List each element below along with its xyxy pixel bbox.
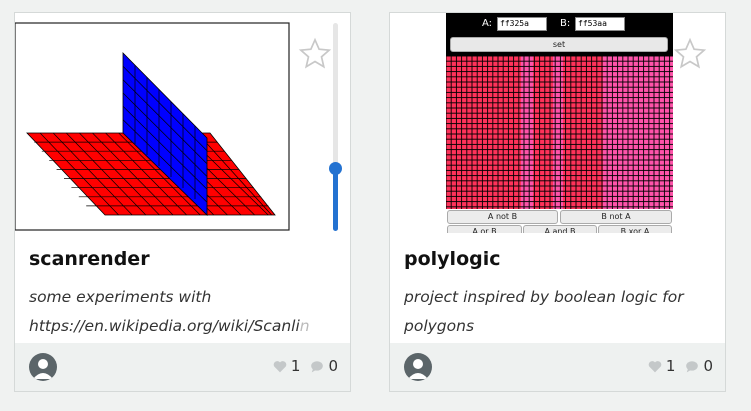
card-stats: 1 0 [273, 357, 338, 375]
a-and-b-button[interactable]: A and B [523, 225, 597, 233]
color-b-input[interactable]: ff53aa [575, 17, 625, 31]
color-a-input[interactable]: ff325a [497, 17, 547, 31]
heart-icon [273, 360, 287, 372]
b-not-a-button[interactable]: B not A [560, 210, 672, 224]
slider-handle[interactable] [329, 162, 342, 175]
comment-count-value: 0 [703, 357, 713, 375]
description-link-text: https://en.wikipedia.org/wiki/Scanli [29, 317, 300, 335]
card-footer: 1 0 [390, 343, 725, 391]
star-icon[interactable] [298, 37, 332, 71]
comment-count[interactable]: 0 [310, 357, 338, 375]
project-title[interactable]: scanrender [29, 248, 150, 270]
description-line: polygons [404, 317, 475, 335]
color-a-label: A: [482, 18, 493, 29]
slider-fill [333, 169, 338, 231]
description-line: some experiments with [29, 288, 212, 306]
project-card-polylogic[interactable]: A: ff325a B: ff53aa set A [389, 12, 726, 392]
color-b-label: B: [560, 18, 571, 29]
card-footer: 1 0 [15, 343, 350, 391]
project-thumbnail[interactable]: A: ff325a B: ff53aa set A [390, 13, 725, 233]
comment-count-value: 0 [328, 357, 338, 375]
description-line: https://en.wikipedia.org/wiki/Scanlin [29, 312, 339, 341]
avatar-icon[interactable] [404, 353, 432, 381]
description-fade-text: n [299, 317, 310, 335]
b-xor-a-button[interactable]: B xor A [598, 225, 672, 233]
scanrender-preview [15, 22, 290, 231]
comment-icon [686, 360, 699, 372]
star-icon[interactable] [673, 37, 707, 71]
project-title[interactable]: polylogic [404, 248, 501, 270]
project-description: some experiments with https://en.wikiped… [29, 283, 339, 341]
like-count[interactable]: 1 [273, 357, 301, 375]
a-not-b-button[interactable]: A not B [447, 210, 558, 224]
polygon-grid [446, 56, 673, 209]
project-card-scanrender[interactable]: scanrender some experiments with https:/… [14, 12, 351, 392]
card-stats: 1 0 [648, 357, 713, 375]
project-thumbnail[interactable] [15, 13, 350, 233]
like-count[interactable]: 1 [648, 357, 676, 375]
slider-track [333, 23, 338, 231]
like-count-value: 1 [665, 357, 676, 375]
render-slider[interactable] [329, 23, 342, 231]
avatar-icon[interactable] [29, 353, 57, 381]
project-description: project inspired by boolean logic for po… [404, 283, 714, 341]
a-or-b-button[interactable]: A or B [447, 225, 522, 233]
description-line: project inspired by boolean logic for [404, 288, 684, 306]
heart-icon [648, 360, 662, 372]
color-toolbar: A: ff325a B: ff53aa set [446, 13, 673, 56]
polylogic-preview: A: ff325a B: ff53aa set A [446, 13, 673, 233]
like-count-value: 1 [290, 357, 301, 375]
set-button[interactable]: set [450, 37, 668, 52]
comment-count[interactable]: 0 [685, 357, 713, 375]
comment-icon [311, 360, 324, 372]
